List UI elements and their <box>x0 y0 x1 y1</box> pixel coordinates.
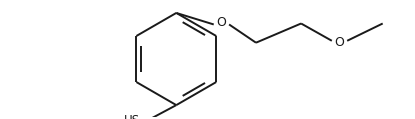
Text: HS: HS <box>124 114 140 119</box>
Text: O: O <box>217 16 226 29</box>
Text: O: O <box>334 36 344 49</box>
